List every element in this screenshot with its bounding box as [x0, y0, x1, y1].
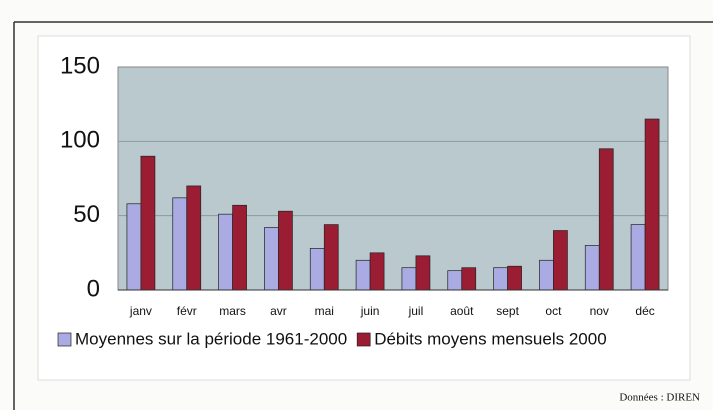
bar — [553, 230, 568, 291]
x-tick-label: mars — [219, 304, 246, 318]
bar — [264, 227, 279, 291]
plot-area — [117, 66, 669, 291]
x-tick-label: mai — [315, 304, 334, 318]
bar — [461, 267, 477, 291]
x-tick-label: juin — [360, 304, 380, 318]
bar — [172, 197, 188, 291]
y-tick-label: 50 — [73, 201, 100, 228]
legend-swatch — [57, 332, 72, 347]
bar — [584, 245, 600, 291]
x-tick-label: nov — [590, 304, 609, 318]
bar — [186, 185, 202, 291]
y-tick-label: 150 — [60, 52, 100, 79]
bar — [630, 224, 646, 291]
bar — [507, 265, 522, 291]
x-tick-label: août — [450, 304, 474, 318]
bar — [323, 224, 339, 291]
bar — [126, 203, 142, 291]
y-tick-label: 0 — [87, 275, 100, 302]
bar — [401, 267, 417, 291]
bar — [369, 252, 385, 291]
bar — [493, 267, 508, 291]
bar — [644, 118, 660, 291]
bar — [447, 270, 463, 291]
x-tick-label: déc — [635, 304, 654, 318]
bar — [598, 148, 614, 291]
legend-label: Débits moyens mensuels 2000 — [374, 329, 606, 348]
x-tick-label: juil — [408, 304, 424, 318]
legend-label: Moyennes sur la période 1961-2000 — [75, 329, 347, 348]
bar — [539, 259, 554, 291]
x-tick-label: sept — [496, 304, 519, 318]
legend-swatch — [356, 332, 371, 347]
bar — [140, 155, 156, 291]
x-tick-label: oct — [545, 304, 562, 318]
y-tick-label: 100 — [60, 127, 100, 154]
bar — [278, 210, 293, 291]
bar — [232, 204, 247, 291]
bar — [355, 259, 371, 291]
bar — [218, 213, 233, 291]
source-note: Données : DIREN — [619, 392, 700, 404]
x-tick-label: févr — [177, 304, 197, 318]
x-tick-label: janv — [129, 304, 152, 318]
x-tick-label: avr — [270, 304, 287, 318]
bar — [415, 255, 431, 291]
bar — [309, 248, 325, 291]
